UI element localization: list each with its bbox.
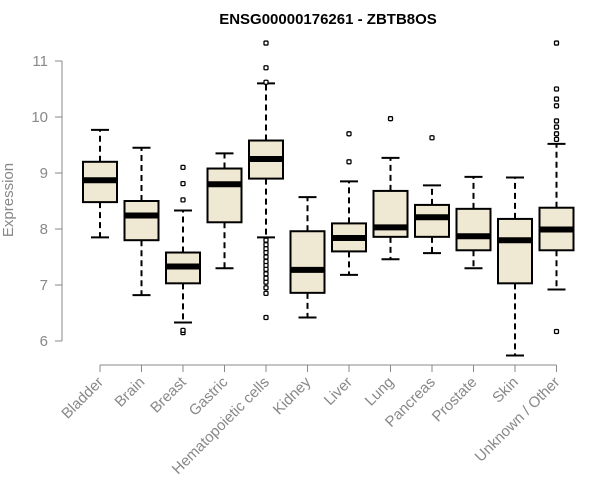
iqr-box (414, 203, 450, 238)
x-tick-label: Kidney (270, 373, 315, 418)
iqr-box (455, 207, 492, 252)
iqr-box (123, 200, 160, 242)
y-tick-label: 11 (32, 53, 48, 70)
y-tick-label: 9 (40, 165, 48, 182)
chart-title: ENSG00000176261 - ZBTB8OS (219, 11, 437, 28)
outlier-point (263, 271, 269, 277)
outlier-point (553, 131, 560, 137)
outlier-point (180, 327, 186, 334)
iqr-box (289, 230, 326, 294)
outlier-point (263, 40, 269, 46)
box-gastric (206, 152, 243, 270)
outlier-point (553, 96, 560, 102)
outlier-point (387, 116, 394, 122)
outlier-point (180, 164, 186, 171)
outlier-point (263, 242, 269, 248)
x-tick-label: Prostate (429, 374, 481, 426)
outlier-point (346, 159, 352, 165)
outlier-point (553, 124, 560, 130)
box-brain (123, 146, 160, 297)
outlier-point (263, 79, 269, 85)
box-liver (331, 131, 367, 276)
outlier-point (263, 314, 269, 321)
box-breast (165, 164, 201, 336)
y-axis: 6 7 8 9 10 11 (31, 53, 63, 350)
box-prostate (455, 175, 492, 270)
outlier-point (263, 290, 269, 297)
y-tick-label: 8 (40, 221, 48, 238)
outlier-point (263, 285, 269, 291)
y-axis-label: Expression (0, 163, 17, 237)
x-tick-label: Bladder (58, 374, 107, 423)
x-tick-label: Skin (489, 374, 522, 407)
y-tick-label: 10 (31, 109, 48, 126)
outlier-point (553, 86, 560, 92)
box-lung (372, 116, 409, 261)
y-tick-label: 6 (40, 333, 48, 350)
box-kidney (289, 196, 326, 319)
outlier-point (553, 40, 560, 46)
outlier-point (180, 180, 186, 187)
iqr-box (206, 167, 243, 224)
outlier-point (263, 258, 269, 265)
box-skin (497, 176, 533, 357)
outlier-point (263, 65, 269, 71)
box-unknown-other (538, 40, 575, 335)
outlier-point (263, 254, 269, 260)
x-tick-label: Breast (147, 373, 190, 416)
outlier-point (429, 135, 435, 141)
outlier-point (346, 131, 352, 137)
box-group (82, 40, 575, 357)
box-pancreas (414, 135, 450, 255)
y-tick-label: 7 (40, 277, 48, 294)
outlier-point (263, 237, 269, 243)
outlier-point (553, 328, 560, 335)
outlier-point (553, 136, 560, 143)
outlier-point (263, 275, 269, 281)
outlier-point (180, 197, 186, 203)
x-tick-label: Lung (362, 374, 398, 410)
iqr-box (497, 217, 533, 285)
outlier-point (553, 118, 560, 124)
box-bladder (82, 128, 118, 239)
box-hematopoietic-cells (248, 40, 284, 321)
outlier-point (553, 103, 560, 109)
x-tick-label: Brain (112, 374, 149, 411)
x-tick-label: Liver (321, 374, 356, 409)
